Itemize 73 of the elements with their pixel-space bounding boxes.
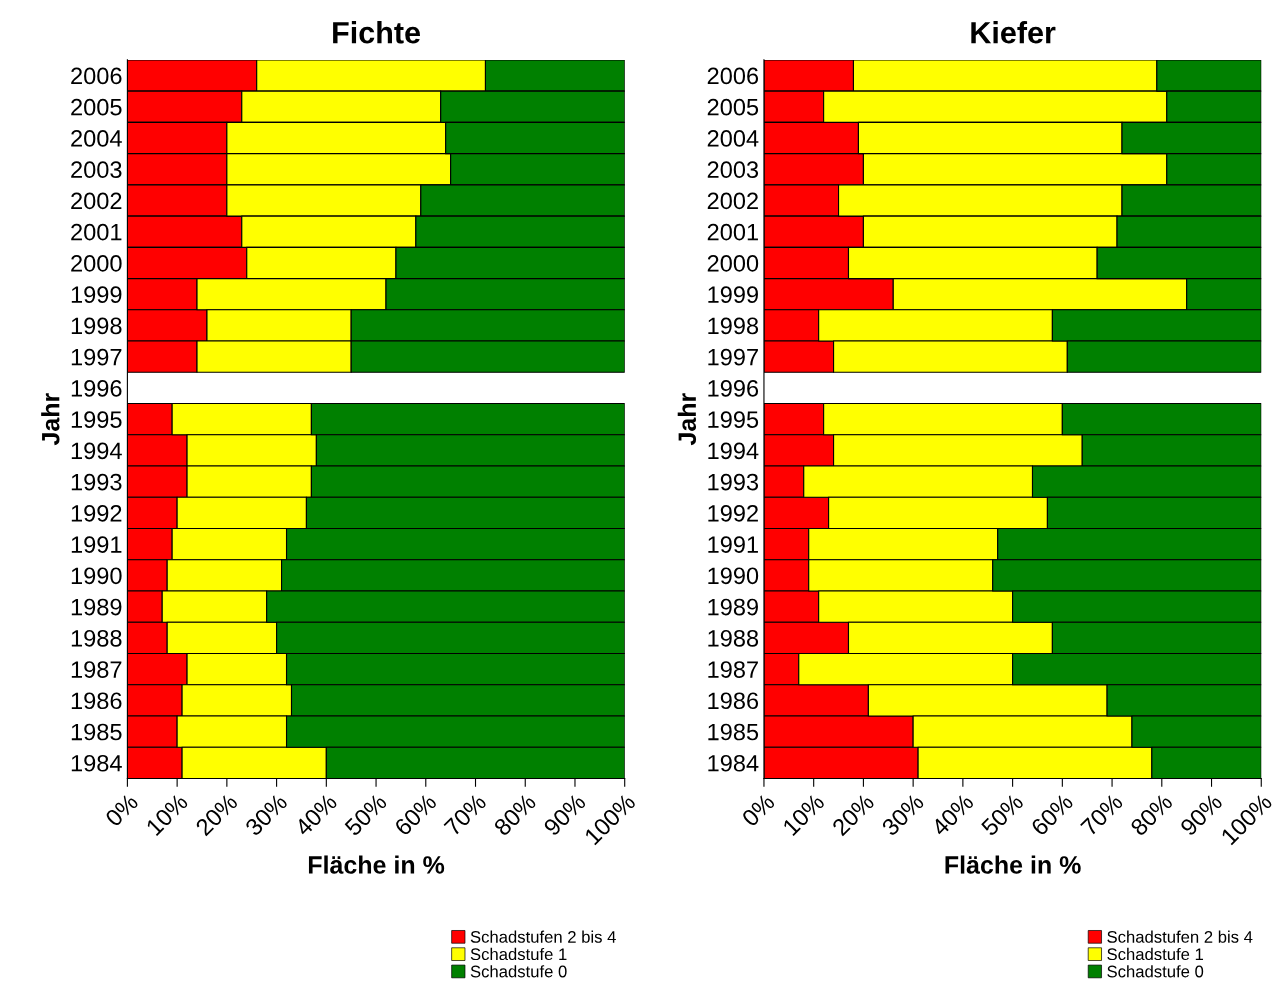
y-tick-label: 2005 <box>707 98 759 116</box>
y-tick-label: 1999 <box>71 286 122 303</box>
legend-label: Schadstufe 1 <box>470 947 567 961</box>
legend-label: Schadstufen 2 bis 4 <box>470 930 616 943</box>
y-tick-label: 2004 <box>71 130 122 147</box>
y-tick-label: 1988 <box>708 629 759 647</box>
y-tick-label: 2004 <box>707 130 759 147</box>
y-tick-label: 1992 <box>708 504 758 522</box>
y-tick-label: 1993 <box>71 473 122 491</box>
y-tick-label: 1988 <box>71 629 122 647</box>
y-tick-label: 1996 <box>71 379 122 397</box>
y-tick-label: 1998 <box>71 317 122 335</box>
y-tick-label: 1990 <box>708 567 759 585</box>
y-tick-label: 2006 <box>707 67 759 85</box>
y-tick-label: 1992 <box>71 504 122 522</box>
y-axis-title: Jahr <box>41 393 60 446</box>
y-tick-label: 1997 <box>708 348 758 366</box>
y-tick-label: 2000 <box>71 255 122 272</box>
y-tick-label: 1991 <box>708 536 758 553</box>
y-tick-label: 1990 <box>71 567 122 585</box>
x-tick-label: 70% <box>1079 792 1124 837</box>
legend-label: Schadstufe 0 <box>470 965 567 978</box>
y-tick-label: 1985 <box>71 723 122 741</box>
y-tick-label: 2003 <box>707 161 759 179</box>
legend-label: Schadstufe 0 <box>1107 965 1204 978</box>
x-tick-label: 40% <box>930 792 975 837</box>
y-tick-label: 1985 <box>708 723 759 741</box>
x-tick-label: 80% <box>493 792 537 837</box>
legend-label: Schadstufe 1 <box>1107 947 1204 961</box>
x-tick-label: 70% <box>443 792 488 837</box>
y-tick-label: 1997 <box>71 348 122 366</box>
y-tick-label: 1987 <box>708 661 758 678</box>
y-tick-label: 1998 <box>708 317 759 335</box>
x-tick-label: 60% <box>1030 792 1075 837</box>
x-tick-label: 60% <box>393 792 438 837</box>
chart-title: Fichte <box>333 21 421 44</box>
x-tick-label: 50% <box>980 792 1025 837</box>
x-tick-label: 50% <box>343 792 388 837</box>
x-tick-label: 90% <box>542 792 587 837</box>
y-tick-label: 1995 <box>708 411 759 428</box>
y-tick-label: 1986 <box>71 692 122 710</box>
y-tick-label: 2002 <box>707 192 758 210</box>
legend-label: Schadstufen 2 bis 4 <box>1107 930 1253 943</box>
x-tick-label: 0% <box>740 792 776 828</box>
y-tick-label: 2002 <box>71 192 122 210</box>
y-tick-label: 1989 <box>71 598 122 616</box>
y-tick-label: 1984 <box>708 754 759 772</box>
y-tick-label: 1993 <box>708 473 759 491</box>
x-tick-label: 80% <box>1129 792 1174 837</box>
y-tick-label: 1986 <box>708 692 759 710</box>
y-tick-label: 2001 <box>71 223 122 241</box>
y-tick-label: 1996 <box>708 379 759 397</box>
y-tick-label: 1987 <box>71 661 122 678</box>
x-tick-label: 40% <box>293 792 338 837</box>
y-tick-label: 2001 <box>707 223 758 241</box>
x-axis-title: Fläche in % <box>945 855 1081 874</box>
y-tick-label: 1989 <box>708 598 758 616</box>
y-tick-label: 2000 <box>707 255 759 272</box>
x-tick-label: 0% <box>104 792 140 828</box>
x-tick-label: 30% <box>880 792 925 837</box>
y-tick-label: 2005 <box>71 98 122 116</box>
y-tick-label: 1994 <box>708 442 759 460</box>
y-tick-label: 1984 <box>71 754 122 772</box>
y-tick-label: 1991 <box>71 536 122 553</box>
y-tick-label: 2006 <box>71 67 122 85</box>
y-axis-title: Jahr <box>677 393 697 446</box>
x-axis-title: Fläche in % <box>308 855 445 874</box>
y-tick-label: 1994 <box>71 442 122 460</box>
x-tick-label: 30% <box>244 792 289 837</box>
y-tick-label: 1999 <box>708 286 758 303</box>
chart-title: Kiefer <box>971 21 1056 44</box>
y-tick-label: 2003 <box>71 161 122 179</box>
y-tick-label: 1995 <box>71 411 122 428</box>
